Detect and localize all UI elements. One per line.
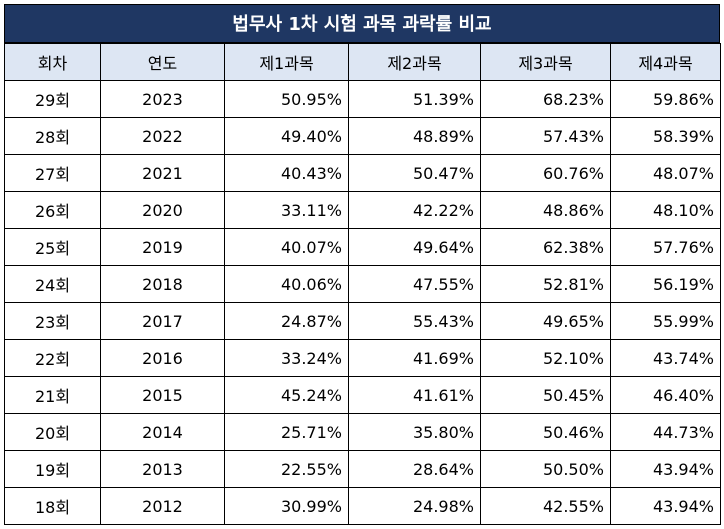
year-cell: 2019 <box>100 228 225 266</box>
year-cell: 2020 <box>100 191 225 229</box>
subject-1-cell: 22.55% <box>224 450 349 488</box>
round-cell: 23회 <box>4 302 101 340</box>
subject-4-cell: 59.86% <box>610 80 721 118</box>
subject-3-cell: 48.86% <box>480 191 611 229</box>
subject-4-cell: 48.07% <box>610 154 721 192</box>
table-row: 20회 2014 25.71% 35.80% 50.46% 44.73% <box>4 413 721 451</box>
header-row: 회차 연도 제1과목 제2과목 제3과목 제4과목 <box>4 43 721 81</box>
subject-4-cell: 56.19% <box>610 265 721 303</box>
round-cell: 20회 <box>4 413 101 451</box>
year-cell: 2023 <box>100 80 225 118</box>
subject-2-cell: 51.39% <box>348 80 481 118</box>
table-row: 29회 2023 50.95% 51.39% 68.23% 59.86% <box>4 80 721 118</box>
subject-1-cell: 25.71% <box>224 413 349 451</box>
table-row: 23회 2017 24.87% 55.43% 49.65% 55.99% <box>4 302 721 340</box>
header-subject-2: 제2과목 <box>348 43 481 81</box>
subject-2-cell: 49.64% <box>348 228 481 266</box>
table-row: 25회 2019 40.07% 49.64% 62.38% 57.76% <box>4 228 721 266</box>
failure-rate-table: 회차 연도 제1과목 제2과목 제3과목 제4과목 29회 2023 50.95% 5… <box>4 43 721 525</box>
year-cell: 2017 <box>100 302 225 340</box>
subject-3-cell: 50.45% <box>480 376 611 414</box>
header-round: 회차 <box>4 43 101 81</box>
table-row: 19회 2013 22.55% 28.64% 50.50% 43.94% <box>4 450 721 488</box>
subject-3-cell: 52.10% <box>480 339 611 377</box>
year-cell: 2022 <box>100 117 225 155</box>
subject-1-cell: 40.43% <box>224 154 349 192</box>
round-cell: 28회 <box>4 117 101 155</box>
subject-4-cell: 48.10% <box>610 191 721 229</box>
subject-4-cell: 43.94% <box>610 487 721 525</box>
subject-1-cell: 33.11% <box>224 191 349 229</box>
round-cell: 27회 <box>4 154 101 192</box>
subject-2-cell: 55.43% <box>348 302 481 340</box>
year-cell: 2012 <box>100 487 225 525</box>
subject-3-cell: 60.76% <box>480 154 611 192</box>
subject-1-cell: 45.24% <box>224 376 349 414</box>
year-cell: 2015 <box>100 376 225 414</box>
subject-2-cell: 42.22% <box>348 191 481 229</box>
year-cell: 2013 <box>100 450 225 488</box>
subject-3-cell: 62.38% <box>480 228 611 266</box>
round-cell: 25회 <box>4 228 101 266</box>
subject-4-cell: 43.74% <box>610 339 721 377</box>
subject-3-cell: 52.81% <box>480 265 611 303</box>
round-cell: 22회 <box>4 339 101 377</box>
table-row: 18회 2012 30.99% 24.98% 42.55% 43.94% <box>4 487 721 525</box>
subject-2-cell: 50.47% <box>348 154 481 192</box>
header-year: 연도 <box>100 43 225 81</box>
round-cell: 21회 <box>4 376 101 414</box>
table-row: 27회 2021 40.43% 50.47% 60.76% 48.07% <box>4 154 721 192</box>
subject-3-cell: 50.50% <box>480 450 611 488</box>
subject-1-cell: 40.07% <box>224 228 349 266</box>
subject-2-cell: 35.80% <box>348 413 481 451</box>
header-subject-3: 제3과목 <box>480 43 611 81</box>
header-subject-4: 제4과목 <box>610 43 721 81</box>
subject-1-cell: 49.40% <box>224 117 349 155</box>
subject-4-cell: 46.40% <box>610 376 721 414</box>
subject-1-cell: 24.87% <box>224 302 349 340</box>
table-row: 24회 2018 40.06% 47.55% 52.81% 56.19% <box>4 265 721 303</box>
header-subject-1: 제1과목 <box>224 43 349 81</box>
subject-4-cell: 55.99% <box>610 302 721 340</box>
table-row: 28회 2022 49.40% 48.89% 57.43% 58.39% <box>4 117 721 155</box>
subject-2-cell: 47.55% <box>348 265 481 303</box>
year-cell: 2021 <box>100 154 225 192</box>
table-container: 법무사 1차 시험 과목 과락률 비교 회차 연도 제1과목 제2과목 제3과목… <box>4 4 721 525</box>
subject-1-cell: 30.99% <box>224 487 349 525</box>
subject-4-cell: 44.73% <box>610 413 721 451</box>
round-cell: 26회 <box>4 191 101 229</box>
table-row: 26회 2020 33.11% 42.22% 48.86% 48.10% <box>4 191 721 229</box>
subject-3-cell: 42.55% <box>480 487 611 525</box>
subject-3-cell: 57.43% <box>480 117 611 155</box>
subject-3-cell: 50.46% <box>480 413 611 451</box>
subject-1-cell: 50.95% <box>224 80 349 118</box>
subject-2-cell: 28.64% <box>348 450 481 488</box>
round-cell: 18회 <box>4 487 101 525</box>
subject-2-cell: 48.89% <box>348 117 481 155</box>
year-cell: 2016 <box>100 339 225 377</box>
round-cell: 29회 <box>4 80 101 118</box>
round-cell: 24회 <box>4 265 101 303</box>
subject-4-cell: 43.94% <box>610 450 721 488</box>
subject-3-cell: 49.65% <box>480 302 611 340</box>
table-title: 법무사 1차 시험 과목 과락률 비교 <box>4 4 720 43</box>
subject-2-cell: 41.61% <box>348 376 481 414</box>
year-cell: 2014 <box>100 413 225 451</box>
subject-1-cell: 33.24% <box>224 339 349 377</box>
round-cell: 19회 <box>4 450 101 488</box>
table-body: 29회 2023 50.95% 51.39% 68.23% 59.86% 28회 2022 49… <box>4 80 721 525</box>
table-row: 22회 2016 33.24% 41.69% 52.10% 43.74% <box>4 339 721 377</box>
subject-1-cell: 40.06% <box>224 265 349 303</box>
table-row: 21회 2015 45.24% 41.61% 50.45% 46.40% <box>4 376 721 414</box>
subject-2-cell: 41.69% <box>348 339 481 377</box>
subject-3-cell: 68.23% <box>480 80 611 118</box>
year-cell: 2018 <box>100 265 225 303</box>
subject-4-cell: 57.76% <box>610 228 721 266</box>
subject-2-cell: 24.98% <box>348 487 481 525</box>
subject-4-cell: 58.39% <box>610 117 721 155</box>
